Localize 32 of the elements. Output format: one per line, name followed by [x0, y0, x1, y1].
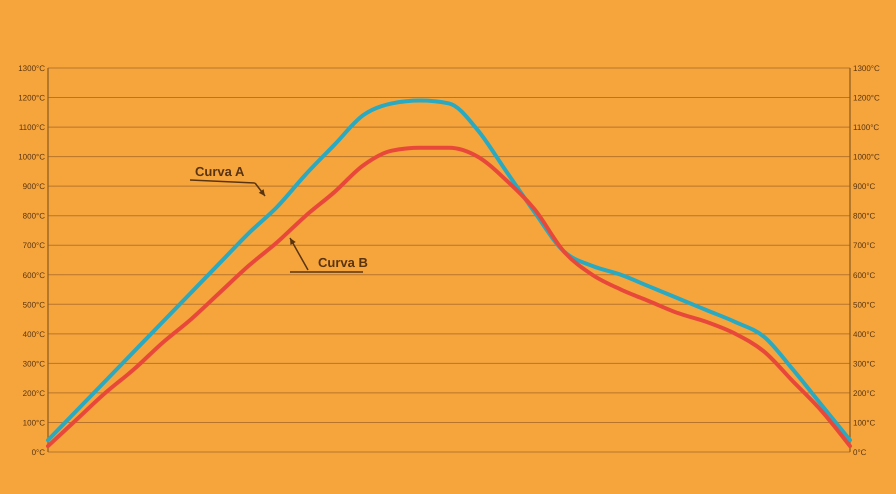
y2-tick-label: 200°C: [853, 388, 876, 398]
y-tick-label: 1100°C: [18, 123, 46, 132]
y2-tick-label: 500°C: [853, 300, 876, 310]
y2-tick-label: 1000°C: [853, 152, 880, 162]
y2-tick-label: 1100°C: [853, 123, 880, 132]
y-tick-label: 200°C: [22, 388, 46, 398]
y2-tick-label: 400°C: [853, 330, 876, 339]
line-series: [46, 146, 852, 448]
y-tick-label: 0°C: [32, 448, 46, 457]
annotation: Curva A: [195, 164, 245, 179]
y2-tick-label: 700°C: [853, 241, 876, 250]
y2-tick-label: 600°C: [853, 270, 876, 280]
y-tick-label: 600°C: [22, 270, 46, 280]
y-tick-label: 900°C: [22, 182, 46, 192]
y-tick-label: 100°C: [22, 418, 46, 428]
y2-tick-label: 1300°C: [853, 64, 880, 73]
annotation: Curva B: [318, 255, 368, 270]
y2-tick-label: 800°C: [853, 212, 876, 221]
y-tick-label: 500°C: [22, 300, 46, 310]
y2-tick-label: 300°C: [853, 359, 876, 368]
y-tick-label: 800°C: [22, 212, 46, 221]
y-tick-label: 700°C: [22, 241, 46, 250]
y2-tick-label: 100°C: [853, 418, 876, 428]
y-tick-label: 400°C: [22, 330, 46, 339]
y2-tick-label: 1200°C: [853, 94, 880, 103]
y-tick-label: 300°C: [22, 359, 46, 368]
y2-tick-label: 0°C: [853, 448, 867, 457]
y2-tick-label: 900°C: [853, 182, 876, 192]
y-tick-label: 1200°C: [18, 94, 46, 103]
y-tick-label: 1300°C: [18, 64, 46, 73]
y-tick-label: 1000°C: [18, 152, 46, 162]
line-series: [46, 98, 852, 442]
